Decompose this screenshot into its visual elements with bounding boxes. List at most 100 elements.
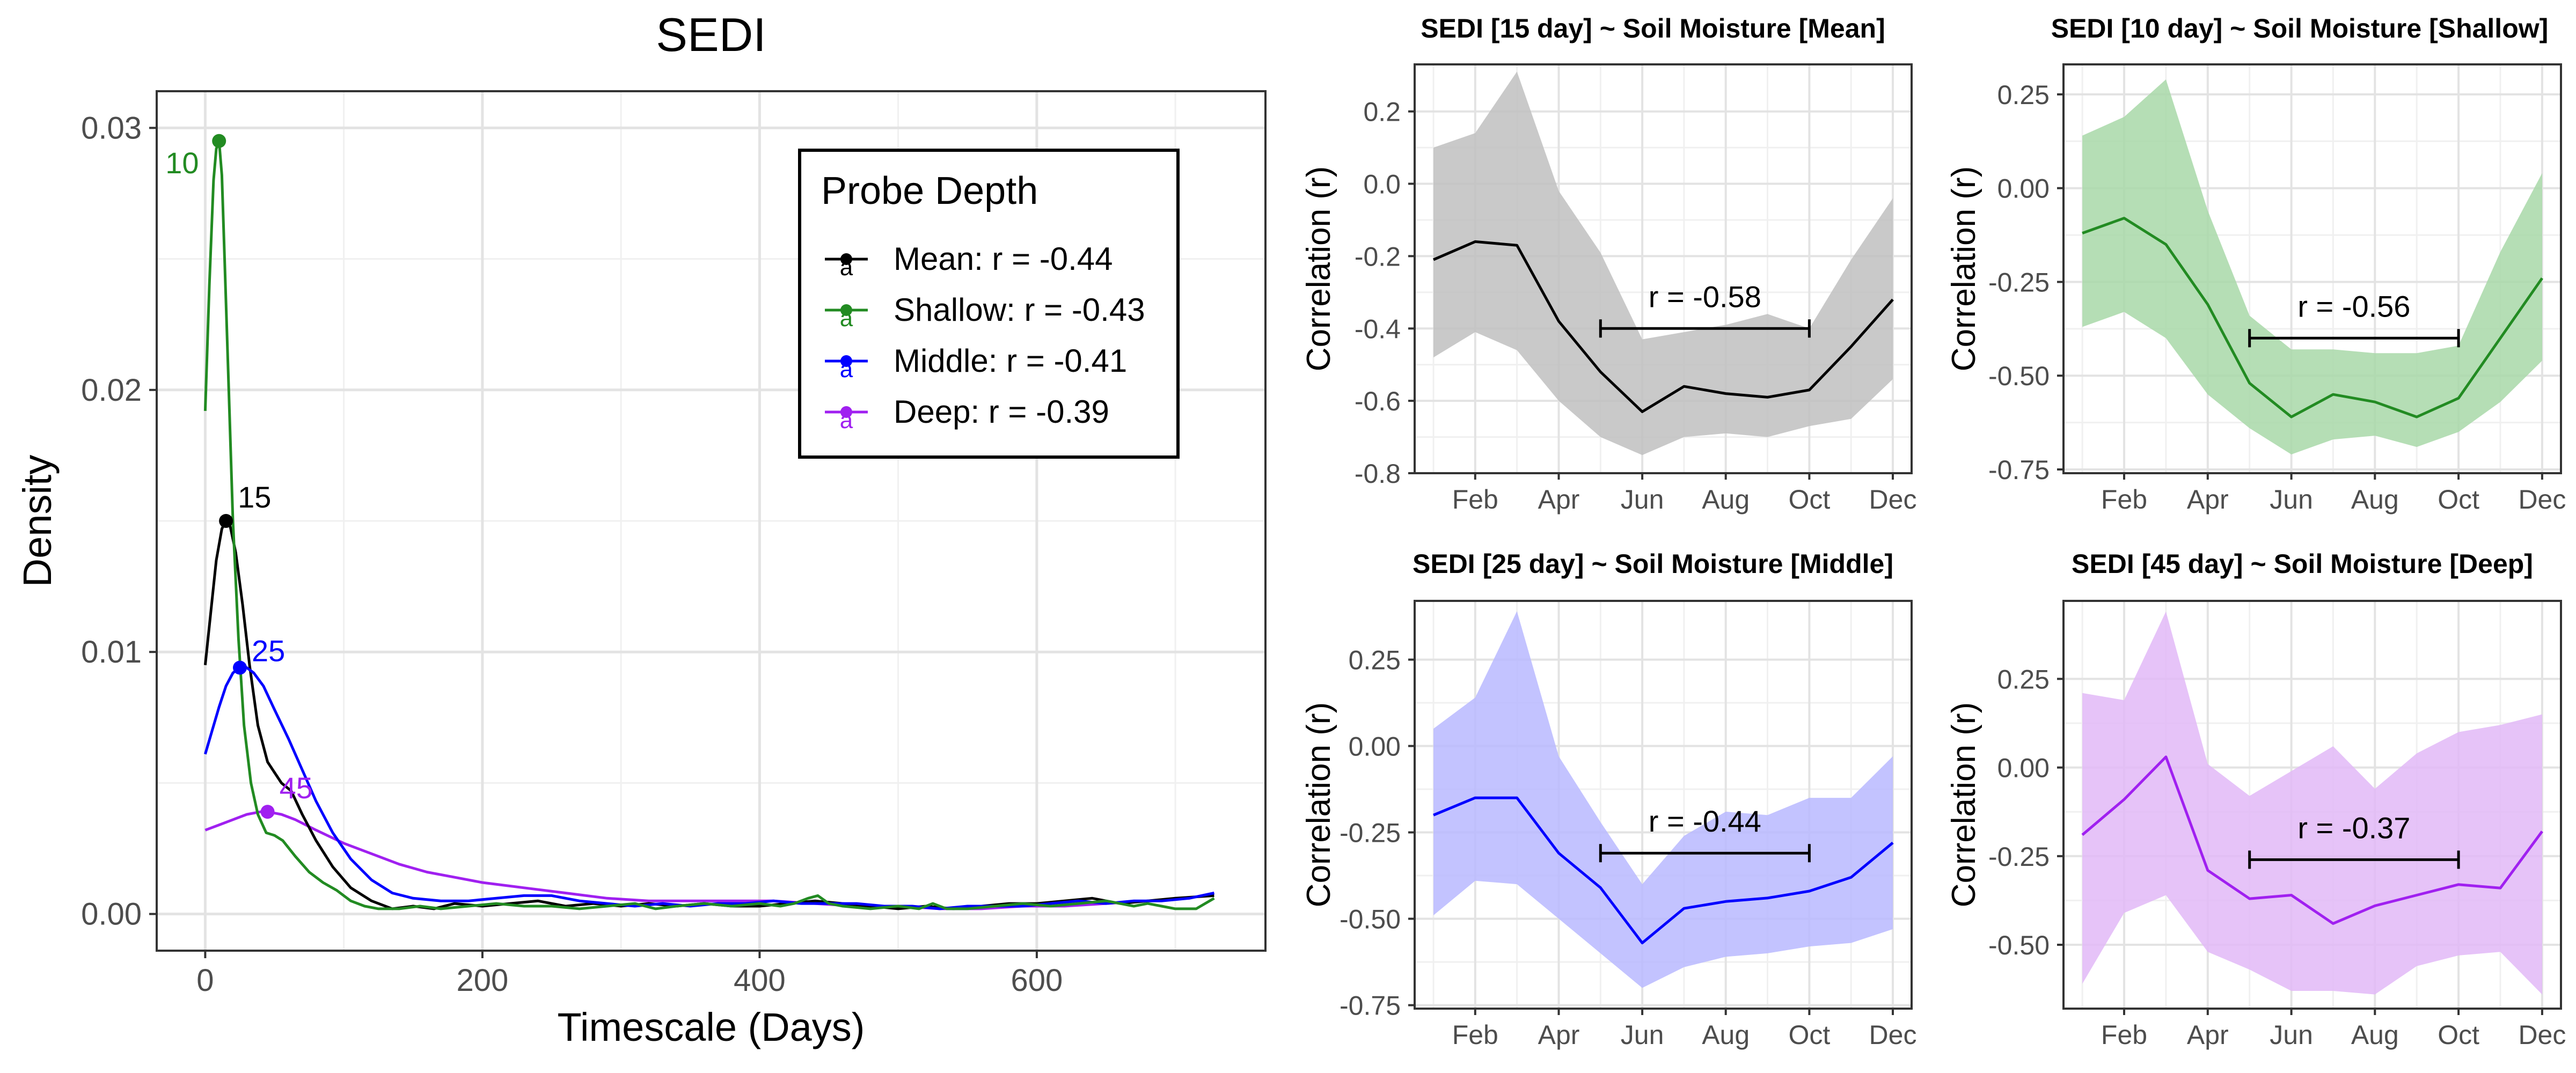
legend-key-glyph-mean: a (840, 254, 853, 281)
x-tick-label-deep: Jun (2270, 1020, 2313, 1050)
density-y-tick-label: 0.01 (81, 635, 142, 670)
peak-label-deep: 45 (280, 771, 313, 805)
y-tick-label-mean: 0.2 (1363, 97, 1401, 127)
panel-ylabel-middle: Correlation (r) (1300, 702, 1337, 907)
peak-label-shallow: 10 (165, 146, 199, 180)
legend-title: Probe Depth (821, 170, 1038, 212)
x-tick-label-middle: Oct (1789, 1020, 1831, 1050)
y-tick-label-deep: 0.25 (1997, 664, 2050, 694)
plot-border-deep (2062, 600, 2562, 1010)
x-tick-label-shallow: Dec (2518, 484, 2566, 515)
correlation-line-deep (2081, 755, 2543, 925)
density-x-tick-label: 400 (734, 963, 786, 998)
annotation-label-deep: r = -0.37 (2297, 811, 2410, 844)
x-tick-label-mean: Oct (1789, 484, 1831, 515)
peak-marker-middle (233, 660, 247, 675)
density-y-tick-label: 0.02 (81, 373, 142, 408)
x-tick-label-mean: Jun (1621, 484, 1664, 515)
peak-label-mean: 15 (238, 480, 271, 514)
legend-key-point-shallow (840, 304, 852, 316)
density-line-shallow (203, 139, 1215, 910)
peak-marker-shallow (212, 134, 226, 148)
correlation-line-middle (1433, 796, 1894, 945)
panel-title-middle: SEDI [25 day] ~ Soil Moisture [Middle] (1413, 549, 1893, 579)
y-tick-label-shallow: 0.25 (1997, 80, 2050, 110)
density-y-tick-label: 0.00 (81, 897, 142, 932)
x-tick-label-shallow: Jun (2270, 484, 2313, 515)
y-tick-label-mean: -0.8 (1355, 459, 1401, 489)
correlation-line-mean (1433, 240, 1894, 413)
legend-key-glyph-deep: a (840, 407, 853, 433)
y-tick-label-shallow: -0.25 (1988, 268, 2050, 298)
x-tick-label-shallow: Oct (2438, 484, 2479, 515)
legend-entry-middle: Middle: r = -0.41 (894, 343, 1127, 379)
y-tick-label-middle: 0.00 (1349, 732, 1401, 762)
x-tick-label-deep: Apr (2187, 1020, 2229, 1050)
density-x-ticks: 0 200 400 600 (196, 951, 1063, 998)
mean-correlation-panel: SEDI [15 day] ~ Soil Moisture [Mean] Cor… (1300, 13, 1916, 515)
x-tick-label-shallow: Aug (2351, 484, 2399, 515)
y-tick-label-middle: -0.75 (1340, 991, 1401, 1021)
y-tick-label-mean: -0.6 (1355, 386, 1401, 416)
y-tick-label-mean: 0.0 (1363, 170, 1401, 200)
panel-title-shallow: SEDI [10 day] ~ Soil Moisture [Shallow] (2051, 13, 2549, 43)
density-y-tick-label: 0.03 (81, 111, 142, 145)
y-tick-label-mean: -0.2 (1355, 241, 1401, 271)
y-tick-label-deep: -0.50 (1988, 930, 2050, 960)
plot-border-mean (1414, 63, 1913, 474)
annotation-label-middle: r = -0.44 (1649, 804, 1761, 838)
x-tick-label-deep: Aug (2351, 1020, 2399, 1050)
legend-key-point-deep (840, 406, 852, 418)
x-tick-label-deep: Feb (2101, 1020, 2147, 1050)
middle-correlation-panel: SEDI [25 day] ~ Soil Moisture [Middle] C… (1300, 549, 1916, 1050)
peak-marker-mean (219, 514, 233, 528)
x-tick-label-middle: Aug (1702, 1020, 1750, 1050)
legend-key-point-mean (840, 253, 852, 265)
x-tick-label-middle: Dec (1869, 1020, 1917, 1050)
peak-marker-deep (260, 805, 275, 819)
plot-border-shallow (2062, 63, 2562, 474)
density-plot-border (156, 90, 1267, 952)
y-tick-label-shallow: 0.00 (1997, 174, 2050, 204)
density-title: SEDI (656, 8, 766, 61)
legend-key-point-middle (840, 355, 852, 367)
y-tick-label-middle: -0.25 (1340, 818, 1401, 848)
x-tick-label-deep: Dec (2518, 1020, 2566, 1050)
legend-entry-deep: Deep: r = -0.39 (894, 394, 1109, 430)
x-tick-label-mean: Feb (1452, 484, 1498, 515)
y-tick-label-middle: -0.50 (1340, 905, 1401, 935)
legend-entry-mean: Mean: r = -0.44 (894, 241, 1113, 277)
y-tick-label-mean: -0.4 (1355, 314, 1401, 344)
shallow-correlation-panel: SEDI [10 day] ~ Soil Moisture [Shallow] … (1945, 13, 2566, 515)
ci-ribbon-deep (2082, 611, 2542, 995)
legend-key-glyph-middle: a (840, 356, 853, 383)
density-y-ticks: 0.00 0.01 0.02 0.03 (81, 111, 157, 932)
x-tick-label-mean: Apr (1538, 484, 1580, 515)
annotation-label-shallow: r = -0.56 (2297, 289, 2410, 323)
x-tick-label-shallow: Feb (2101, 484, 2147, 515)
legend-key-glyph-shallow: a (840, 305, 853, 332)
x-tick-label-mean: Aug (1702, 484, 1750, 515)
y-tick-label-shallow: -0.50 (1988, 361, 2050, 391)
density-x-tick-label: 600 (1011, 963, 1063, 998)
panel-ylabel-deep: Correlation (r) (1945, 702, 1982, 907)
x-tick-label-middle: Apr (1538, 1020, 1580, 1050)
y-tick-label-deep: -0.25 (1988, 842, 2050, 872)
x-tick-label-mean: Dec (1869, 484, 1917, 515)
panel-ylabel-shallow: Correlation (r) (1945, 166, 1982, 371)
y-tick-label-middle: 0.25 (1349, 645, 1401, 675)
panel-title-mean: SEDI [15 day] ~ Soil Moisture [Mean] (1421, 13, 1885, 43)
density-x-axis-label: Timescale (Days) (558, 1005, 865, 1049)
ci-ribbon-middle (1433, 611, 1893, 988)
y-tick-label-deep: 0.00 (1997, 753, 2050, 783)
x-tick-label-middle: Jun (1621, 1020, 1664, 1050)
ci-ribbon-shallow (2082, 79, 2542, 454)
density-y-axis-label: Density (15, 455, 60, 587)
panel-title-deep: SEDI [45 day] ~ Soil Moisture [Deep] (2072, 549, 2533, 579)
panel-ylabel-mean: Correlation (r) (1300, 166, 1337, 371)
density-x-tick-label: 200 (457, 963, 509, 998)
